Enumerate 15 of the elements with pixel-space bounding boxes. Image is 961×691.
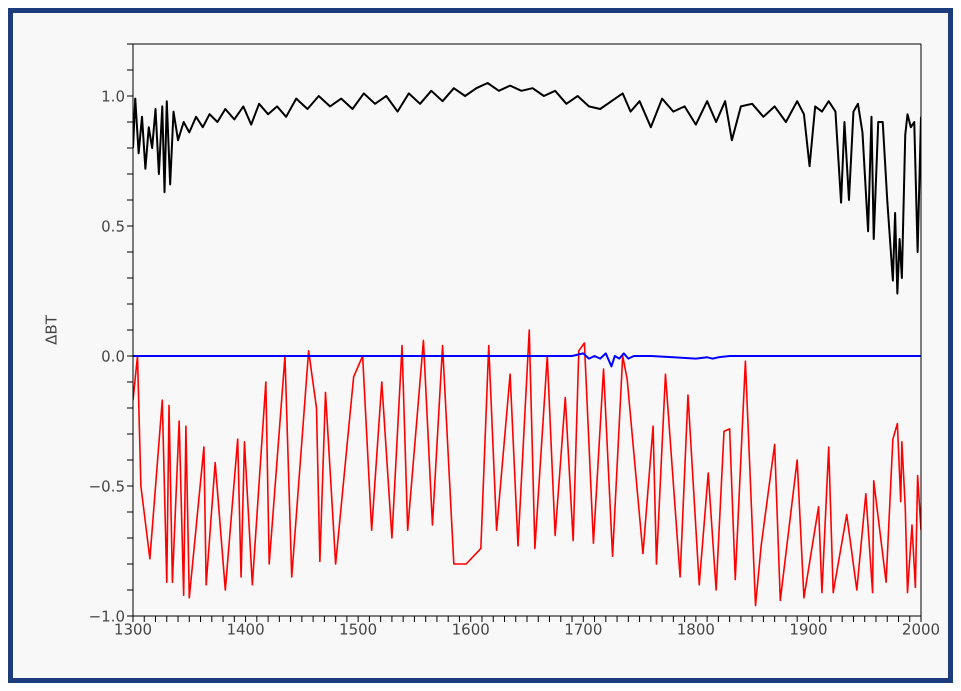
y-tick-label: 1.0	[101, 87, 125, 106]
x-tick-label: 1600	[452, 620, 490, 639]
x-tick-label: 1300	[114, 620, 152, 639]
line-series	[133, 329, 921, 606]
x-tick-label: 1800	[676, 620, 715, 639]
y-tick-label: 0.5	[101, 217, 125, 236]
x-tick-label: 2000	[902, 620, 940, 639]
x-tick-label: 1400	[226, 620, 265, 639]
x-tick-label: 1700	[564, 620, 602, 639]
line-series	[133, 352, 921, 368]
x-tick-label: 1500	[339, 620, 378, 639]
x-tick-label: 1900	[789, 620, 828, 639]
y-tick-label: 0.0	[101, 347, 125, 366]
y-tick-label: −0.5	[88, 477, 125, 496]
y-axis-title: ΔBT	[42, 314, 60, 345]
